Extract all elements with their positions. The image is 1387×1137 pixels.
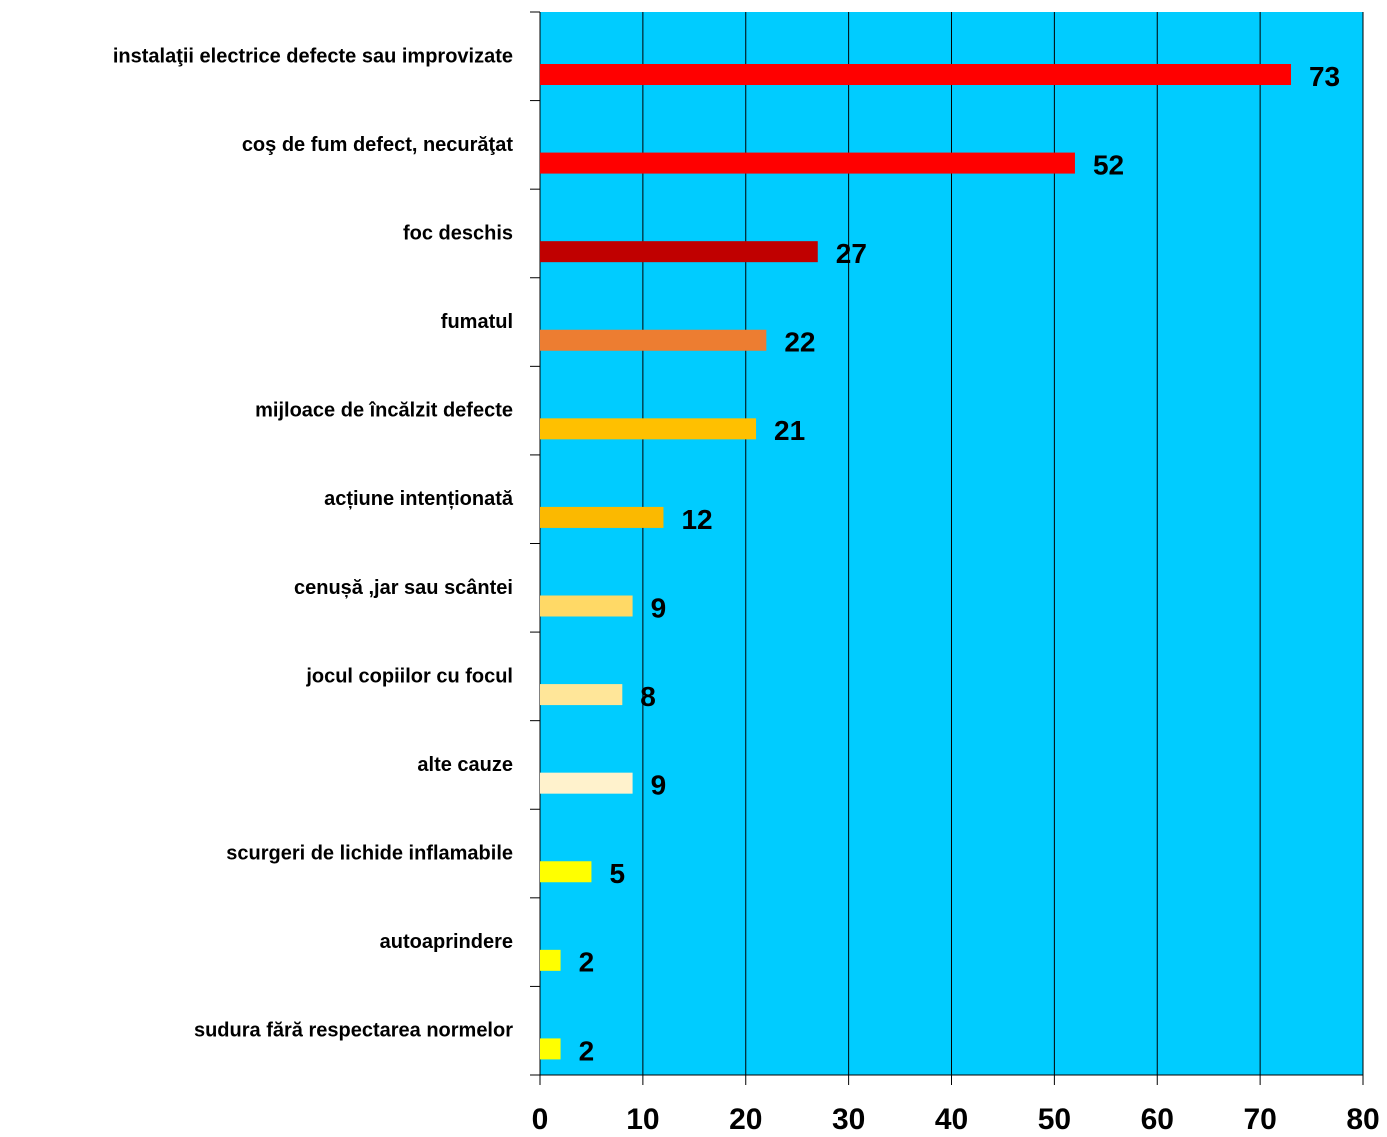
x-tick-label: 20	[729, 1103, 762, 1136]
bar	[540, 949, 561, 971]
bar	[540, 506, 664, 528]
value-label: 27	[836, 238, 867, 269]
value-label: 2	[579, 947, 595, 978]
category-label: autoaprindere	[380, 931, 513, 953]
x-tick-label: 10	[626, 1103, 659, 1136]
category-label: alte cauze	[417, 754, 513, 776]
x-tick-label: 80	[1346, 1103, 1379, 1136]
bar	[540, 241, 818, 263]
bar	[540, 595, 633, 617]
x-tick-label: 60	[1141, 1103, 1174, 1136]
category-label: jocul copiilor cu focul	[305, 665, 513, 687]
category-label: sudura fără respectarea normelor	[194, 1020, 513, 1042]
value-label: 8	[640, 681, 656, 712]
category-label: acțiune intenționată	[324, 488, 514, 510]
category-label: mijloace de încălzit defecte	[255, 400, 513, 422]
bar	[540, 418, 757, 440]
value-label: 12	[681, 504, 712, 535]
value-label: 21	[774, 415, 805, 446]
value-label: 22	[784, 327, 815, 358]
bar	[540, 861, 592, 883]
category-label: scurgeri de lichide inflamabile	[226, 843, 513, 865]
bar	[540, 329, 767, 351]
value-label: 52	[1093, 149, 1124, 180]
bar	[540, 684, 623, 706]
category-label: instalaţii electrice defecte sau improvi…	[113, 45, 513, 67]
value-label: 5	[609, 858, 625, 889]
x-tick-label: 40	[935, 1103, 968, 1136]
bar	[540, 772, 633, 794]
category-label: coş de fum defect, necurăţat	[242, 134, 514, 156]
value-label: 2	[579, 1035, 595, 1066]
category-label: fumatul	[441, 311, 513, 333]
x-tick-label: 70	[1243, 1103, 1276, 1136]
value-label: 9	[651, 592, 667, 623]
x-tick-label: 0	[532, 1103, 549, 1136]
x-tick-label: 50	[1038, 1103, 1071, 1136]
bar	[540, 152, 1075, 174]
x-tick-label: 30	[832, 1103, 865, 1136]
category-label: cenușă ,jar sau scântei	[294, 577, 513, 599]
value-label: 73	[1309, 61, 1340, 92]
bar	[540, 1038, 561, 1060]
value-label: 9	[651, 770, 667, 801]
bar	[540, 64, 1291, 85]
category-label: foc deschis	[403, 222, 513, 244]
